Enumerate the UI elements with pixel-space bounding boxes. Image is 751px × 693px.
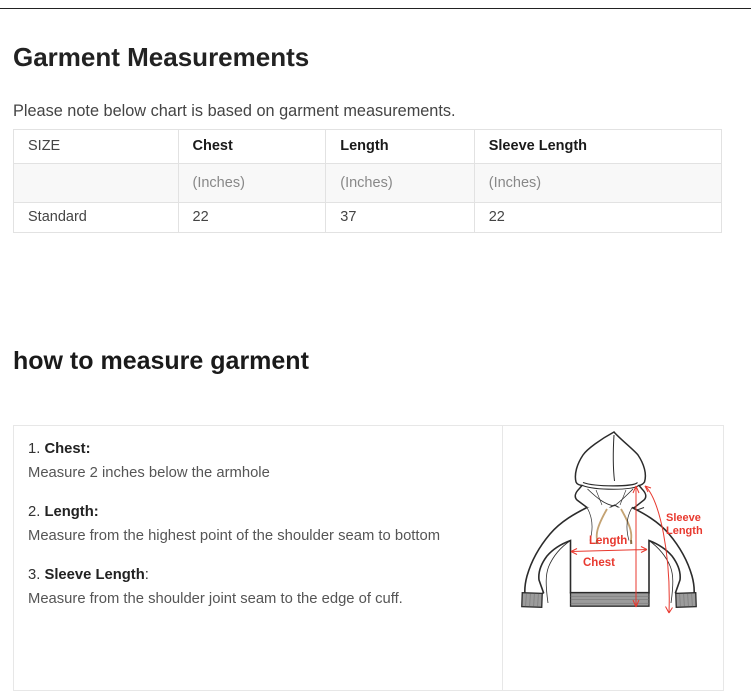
svg-text:Chest: Chest <box>583 557 615 569</box>
svg-text:Length: Length <box>666 525 703 537</box>
svg-text:Length: Length <box>589 535 627 547</box>
svg-text:Sleeve: Sleeve <box>666 512 701 524</box>
